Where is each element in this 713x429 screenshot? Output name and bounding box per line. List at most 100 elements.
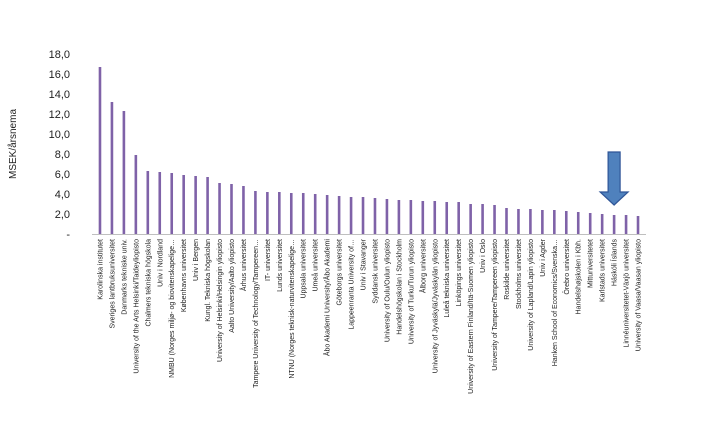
bar (445, 202, 449, 234)
x-tick-label: NMBU (Norges miljø- og biovitenskapelige… (169, 239, 176, 378)
x-tick-label: Danmarks tekniske univ. (121, 239, 128, 315)
x-tick-label: Syddansk universitet (372, 239, 379, 304)
x-tick-label: Århus universitet (239, 239, 248, 291)
x-tick-label: Karolinska institutet (97, 239, 104, 300)
bar (146, 171, 150, 234)
y-tick-label: 6,0 (55, 169, 70, 181)
bar (600, 214, 604, 234)
bar (433, 201, 437, 234)
bar (517, 209, 520, 234)
bar (553, 210, 556, 234)
x-tick-label: Luleå tekniska universitet (443, 239, 451, 318)
x-tick-label: University of Tampere/Tampereen yliopist… (492, 239, 499, 371)
bar (266, 192, 269, 234)
x-tick-label: Chalmers tekniska högskola (145, 239, 152, 327)
bar (493, 205, 496, 234)
x-tick-label: Örebro universitet (563, 239, 571, 295)
bar (122, 111, 126, 234)
bar (385, 199, 389, 234)
y-tick-label: 10,0 (49, 129, 70, 141)
y-tick-label: 18,0 (49, 49, 70, 61)
x-tick-label: NTNU (Norges teknisk-naturvitenskapelige… (289, 239, 296, 379)
x-tick-label: Tampere University of Technology/Tampere… (253, 239, 260, 388)
x-tick-label: IT- universitet (265, 239, 272, 281)
bar (457, 202, 460, 234)
bar (98, 67, 102, 234)
bar (505, 208, 508, 234)
bar (624, 215, 628, 234)
bar (158, 172, 162, 234)
bar (301, 193, 305, 234)
x-tick-label: Univ i Stavanger (361, 238, 368, 290)
bar (242, 186, 245, 234)
bar (230, 184, 233, 234)
bar (206, 177, 209, 234)
x-tick-label: University of the Arts Helsinki/Taideyli… (133, 239, 140, 374)
x-tick-label: Univ i Agder (540, 238, 547, 276)
x-tick-label: University of Turku/Turun yliopisto (408, 239, 415, 344)
x-tick-label: Univ i Oslo (480, 239, 487, 273)
annotations-group (598, 151, 630, 206)
y-tick-label: 12,0 (49, 109, 70, 121)
bar (337, 196, 341, 234)
x-tick-label: Kungl. Tekniska högskolan (205, 239, 212, 322)
bar (612, 215, 616, 234)
bar (541, 210, 544, 234)
bar (361, 197, 365, 234)
x-tick-label: University of Helsinki/Helsingin yliopis… (217, 239, 224, 362)
x-tick-label: Sveriges lantbruksuniversitet (109, 239, 116, 329)
x-tick-label: Roskilde universitet (504, 239, 511, 300)
bar (182, 175, 185, 234)
bar (325, 195, 329, 234)
bar (289, 193, 293, 234)
x-tick-label: Aalto University/Aalto yliopisto (229, 239, 236, 333)
x-tick-label: Handelshøjskolen i Kbh. (576, 239, 583, 315)
y-tick-label: 8,0 (55, 149, 70, 161)
x-tick-label: Karlstads universitet (600, 239, 607, 302)
bar (349, 197, 353, 234)
x-tick-label: Åbo Akademi University/Åbo Akademi (323, 239, 332, 357)
bar (313, 194, 317, 234)
bar (134, 155, 138, 234)
x-tick-label: Stockholms universitet (516, 239, 523, 309)
x-tick-label: Háskóli Íslands (610, 239, 619, 287)
x-tick-label: University of Jyväskylä/Jyväskylän yliop… (432, 239, 439, 373)
bar (194, 176, 197, 234)
y-tick-label: 16,0 (49, 69, 70, 81)
x-tick-label: Uppsala universitet (301, 239, 308, 299)
y-tick-label: 14,0 (49, 89, 70, 101)
x-tick-label: Mittuniversitetet (588, 239, 595, 288)
bar (254, 191, 257, 234)
x-tick-label: Univ i Nordland (157, 239, 164, 287)
y-axis: - 2,0 4,0 6,0 8,0 10,0 12,0 14,0 16,0 18,0 (49, 49, 71, 241)
x-tick-label: University of Eastern Finland/Itä-Suomen… (468, 239, 475, 394)
y-tick-label: 4,0 (55, 189, 70, 201)
bar (564, 211, 568, 234)
y-axis-label: MSEK/årsnema (7, 109, 19, 179)
x-tick-label: Hanken School of Economics/Svenska… (552, 239, 559, 366)
bar (421, 201, 425, 234)
bar (170, 173, 174, 234)
bar (397, 200, 401, 234)
x-tick-label: Lappeenranta University of… (349, 239, 356, 330)
bar (588, 213, 592, 234)
x-axis: Karolinska institutet Sveriges lantbruksu… (92, 234, 646, 394)
x-tick-label: Lunds universitet (277, 239, 284, 292)
bar (636, 216, 640, 234)
y-tick-label: 2,0 (55, 209, 70, 221)
bar (409, 200, 413, 234)
bar (529, 209, 532, 234)
bar (218, 183, 221, 234)
y-tick-label: - (66, 229, 70, 241)
x-tick-label: Københavns universitet (181, 239, 188, 312)
x-tick-label: Ålborg universitet (418, 239, 427, 293)
bars-group (98, 67, 640, 234)
x-tick-label: Linköpings universitet (456, 239, 463, 306)
bar (373, 198, 377, 234)
bar (110, 102, 114, 234)
x-tick-label: Umeå universitet (312, 239, 320, 292)
down-arrow-icon (598, 151, 630, 206)
x-tick-label: Handelshögskolan i Stockholm (396, 239, 403, 335)
x-tick-label: University of Vaasa/Vaasan yliopisto (636, 239, 643, 351)
